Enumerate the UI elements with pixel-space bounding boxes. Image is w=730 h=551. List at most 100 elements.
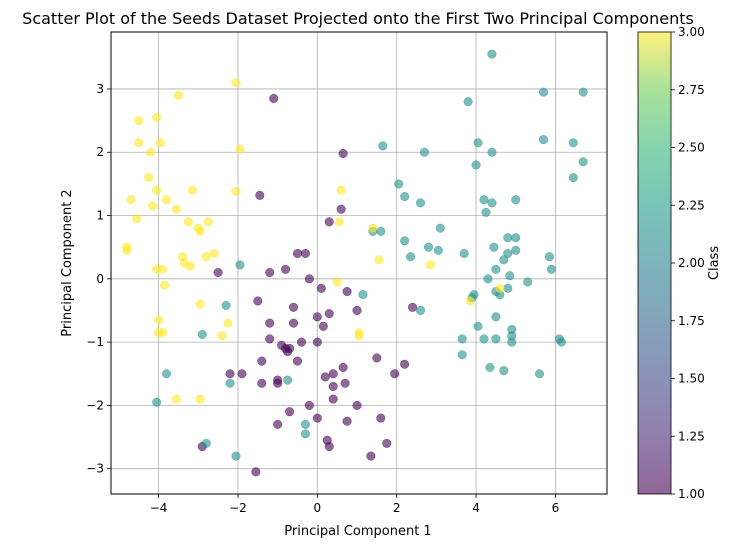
scatter-point-class-1: [372, 353, 382, 363]
scatter-point-class-3: [134, 138, 144, 148]
scatter-point-class-1: [366, 451, 376, 461]
scatter-points: [122, 49, 588, 477]
chart-title: Scatter Plot of the Seeds Dataset Projec…: [22, 9, 694, 28]
scatter-point-class-2: [487, 49, 497, 59]
scatter-point-class-2: [479, 195, 489, 205]
x-tick-label: 2: [393, 501, 401, 515]
scatter-point-class-2: [415, 198, 426, 208]
scatter-point-class-2: [499, 366, 509, 376]
scatter-point-class-1: [304, 274, 314, 284]
x-tick-label: 4: [472, 501, 480, 515]
scatter-point-class-2: [568, 173, 578, 183]
scatter-point-class-2: [546, 264, 556, 274]
scatter-point-class-2: [481, 207, 491, 217]
scatter-point-class-2: [505, 271, 515, 281]
scatter-point-class-2: [523, 277, 533, 287]
y-tick-label: 3: [96, 82, 104, 96]
scatter-point-class-1: [292, 356, 303, 366]
grid-lines: [111, 32, 607, 494]
scatter-point-class-2: [491, 334, 501, 344]
colorbar-tick-label: 2.25: [678, 198, 705, 212]
y-tick-label: −2: [86, 398, 104, 412]
scatter-point-class-2: [556, 337, 566, 347]
scatter-point-class-1: [320, 372, 330, 382]
scatter-point-class-1: [253, 296, 263, 306]
scatter-point-class-2: [491, 312, 501, 322]
x-tick-label: −4: [150, 501, 168, 515]
scatter-point-class-1: [288, 302, 299, 312]
scatter-point-class-1: [273, 378, 283, 388]
scatter-point-class-3: [354, 331, 364, 341]
scatter-point-class-1: [336, 204, 346, 214]
y-tick-label: 0: [96, 272, 104, 286]
scatter-point-class-2: [300, 419, 310, 429]
scatter-point-class-1: [255, 190, 265, 200]
scatter-point-class-2: [507, 337, 517, 347]
scatter-point-class-3: [495, 283, 505, 293]
scatter-point-class-1: [237, 369, 247, 379]
axis-ticks: −4 −2 0 2 4 6 −3 −2 −1 0 1 2 3: [86, 82, 559, 515]
scatter-point-class-3: [144, 173, 154, 183]
scatter-point-class-1: [257, 378, 267, 388]
scatter-point-class-1: [408, 302, 418, 312]
scatter-point-class-2: [503, 233, 513, 243]
scatter-point-class-3: [374, 255, 384, 265]
scatter-point-class-1: [292, 248, 303, 259]
y-tick-label: 2: [96, 145, 104, 159]
scatter-point-class-3: [425, 260, 435, 270]
scatter-point-class-2: [487, 198, 497, 208]
scatter-point-class-3: [231, 186, 241, 197]
scatter-point-class-1: [342, 416, 352, 426]
scatter-point-class-2: [491, 264, 501, 274]
scatter-point-class-1: [338, 148, 348, 159]
scatter-point-class-3: [134, 116, 144, 126]
scatter-point-class-1: [273, 419, 283, 429]
colorbar-tick-label: 3.00: [678, 25, 705, 39]
scatter-point-class-2: [473, 321, 483, 331]
scatter-point-class-3: [171, 394, 182, 404]
scatter-point-class-2: [487, 147, 497, 157]
colorbar-tick-label: 2.00: [678, 256, 705, 270]
scatter-point-class-1: [269, 93, 279, 104]
scatter-point-class-3: [152, 112, 162, 122]
scatter-point-class-2: [485, 362, 495, 372]
scatter-point-class-3: [132, 214, 142, 224]
scatter-point-class-3: [203, 217, 213, 227]
scatter-point-class-1: [338, 362, 348, 372]
scatter-point-class-2: [568, 138, 578, 148]
scatter-point-class-3: [368, 223, 378, 233]
scatter-point-class-2: [400, 236, 410, 246]
scatter-point-class-3: [235, 144, 245, 154]
scatter-point-class-1: [288, 318, 299, 328]
scatter-point-class-1: [225, 369, 235, 379]
scatter-point-class-2: [378, 141, 388, 151]
scatter-point-class-2: [463, 97, 473, 107]
colorbar-tick-label: 1.25: [678, 429, 705, 443]
scatter-point-class-2: [419, 147, 430, 157]
scatter-point-class-3: [160, 280, 170, 290]
scatter-point-class-1: [328, 381, 338, 391]
scatter-point-class-3: [173, 90, 184, 100]
scatter-point-class-2: [473, 138, 483, 148]
scatter-point-class-3: [162, 195, 172, 205]
scatter-point-class-1: [257, 356, 267, 366]
scatter-point-class-3: [187, 185, 197, 195]
scatter-point-class-3: [183, 217, 193, 227]
plot-area-frame: [110, 31, 608, 495]
scatter-point-class-3: [336, 185, 346, 195]
scatter-point-class-1: [296, 337, 307, 347]
scatter-point-class-2: [457, 334, 467, 344]
scatter-point-class-1: [328, 394, 338, 404]
scatter-point-class-3: [201, 252, 211, 262]
scatter-point-class-1: [318, 321, 328, 331]
scatter-point-class-1: [324, 217, 334, 227]
colorbar-tick-label: 2.75: [678, 83, 705, 97]
x-tick-label: 6: [552, 501, 560, 515]
scatter-point-class-1: [251, 467, 261, 477]
scatter-point-class-2: [578, 157, 588, 167]
scatter-point-class-3: [195, 299, 205, 309]
scatter-point-class-1: [265, 334, 275, 344]
scatter-point-class-1: [265, 318, 275, 328]
